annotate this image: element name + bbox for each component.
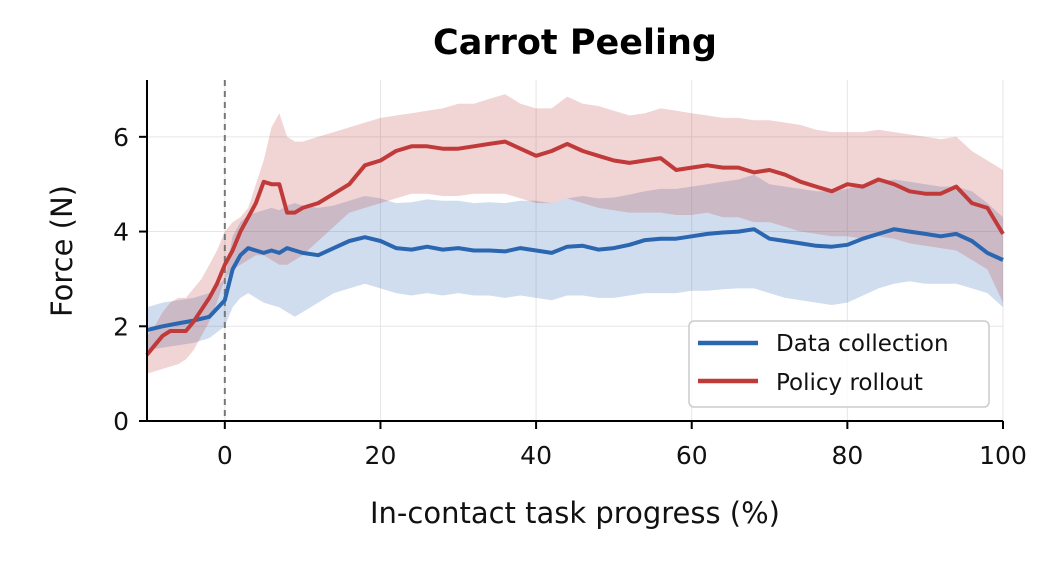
legend-box	[688, 320, 990, 408]
std-bands	[147, 94, 1003, 374]
y-tick-label-0: 0	[113, 407, 129, 436]
band-data-collection	[147, 174, 1003, 350]
legend-label-policy-rollout: Policy rollout	[776, 370, 923, 396]
x-tick-label-3: 60	[676, 441, 708, 470]
mean-lines	[145, 139, 1005, 356]
y-tick-label-2: 4	[113, 218, 129, 247]
y-tick-label-1: 2	[113, 312, 129, 341]
y-axis-label: Force (N)	[45, 185, 79, 317]
series-line-policy-rollout	[145, 139, 1005, 356]
x-tick-label-2: 40	[520, 441, 552, 470]
chart-title: Carrot Peeling	[433, 23, 717, 63]
x-tick-label-5: 100	[979, 441, 1027, 470]
band-policy-rollout	[147, 94, 1003, 374]
y-tick-label-3: 6	[113, 123, 129, 152]
x-tick-label-4: 80	[831, 441, 863, 470]
legend: Data collection Policy rollout	[688, 320, 990, 408]
x-tick-label-1: 20	[365, 441, 397, 470]
legend-label-data-collection: Data collection	[776, 331, 949, 357]
series-line-data-collection	[146, 227, 1004, 333]
x-tick-label-0: 0	[217, 441, 233, 470]
ticks: 0 20 40 60 80 100 0 2 4 6	[113, 123, 1027, 470]
x-axis-label: In-contact task progress (%)	[370, 496, 780, 530]
